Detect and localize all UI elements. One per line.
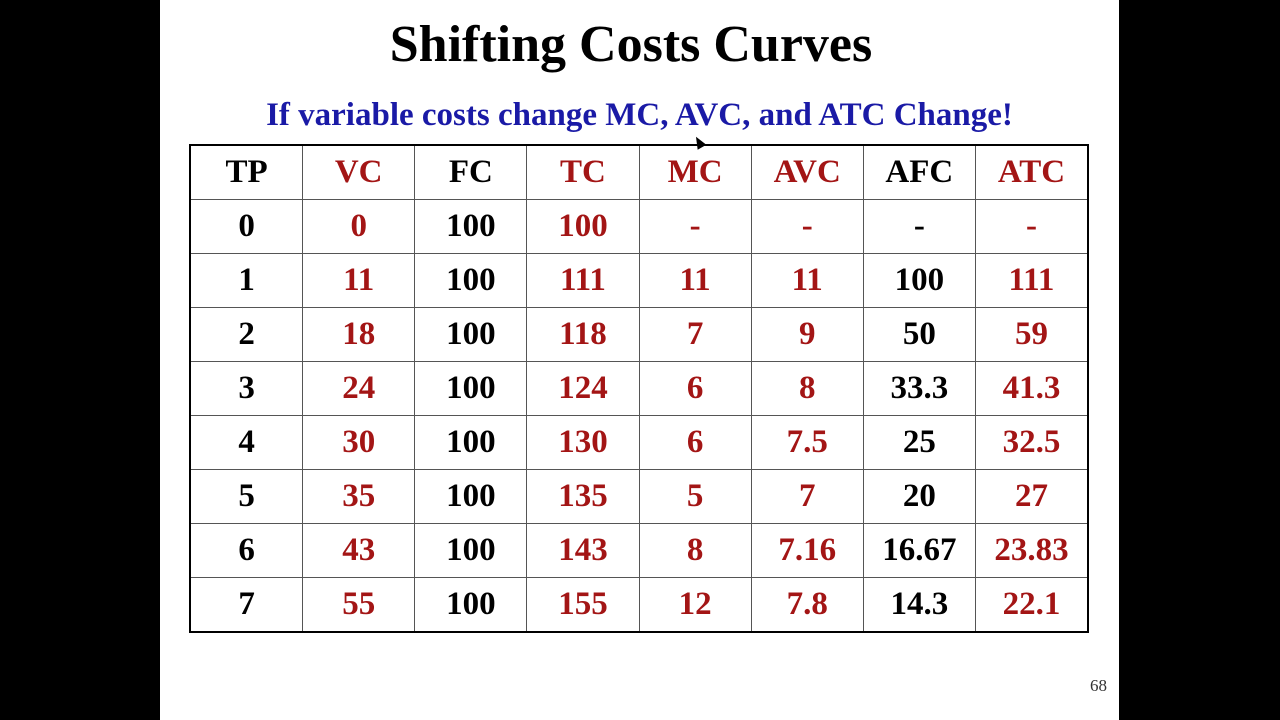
cell-tc: 124 — [526, 361, 640, 416]
header-fc: FC — [414, 145, 528, 200]
cell-avc: 7.5 — [750, 415, 864, 470]
cell-mc: 5 — [638, 469, 752, 524]
cell-afc: - — [862, 199, 976, 254]
cell-fc: 100 — [414, 361, 528, 416]
cell-tc: 130 — [526, 415, 640, 470]
cell-fc: 100 — [414, 199, 528, 254]
cell-afc: 14.3 — [862, 577, 976, 632]
cell-tc: 155 — [526, 577, 640, 632]
cell-vc: 30 — [302, 415, 416, 470]
cell-vc: 24 — [302, 361, 416, 416]
cell-avc: 7.8 — [750, 577, 864, 632]
table-header-row: TP VC FC TC MC AVC AFC ATC — [189, 145, 1089, 200]
cost-table: TP VC FC TC MC AVC AFC ATC 0 0 100 100- - - -1… — [189, 144, 1089, 633]
cell-tc: 118 — [526, 307, 640, 362]
header-vc: VC — [302, 145, 416, 200]
cell-avc: 11 — [750, 253, 864, 308]
cell-vc: 11 — [302, 253, 416, 308]
cell-afc: 25 — [862, 415, 976, 470]
cell-afc: 33.3 — [862, 361, 976, 416]
cell-atc: 23.83 — [974, 523, 1089, 578]
cell-fc: 100 — [414, 469, 528, 524]
cell-atc: 27 — [974, 469, 1089, 524]
cell-mc: 7 — [638, 307, 752, 362]
cell-avc: 8 — [750, 361, 864, 416]
cell-tc: 100 — [526, 199, 640, 254]
cell-fc: 100 — [414, 307, 528, 362]
cell-tc: 143 — [526, 523, 640, 578]
cell-vc: 43 — [302, 523, 416, 578]
table-row: 6 43 100 143 8 7.16 16.67 23.83 — [189, 523, 1089, 578]
header-avc: AVC — [750, 145, 864, 200]
cell-tp: 5 — [189, 469, 304, 524]
table-body: 0 0 100 100- - - -1 11 100 111 11 11 100 111 2 18 100 118… — [189, 199, 1089, 632]
table-row: 0 0 100 100- - - - — [189, 199, 1089, 254]
cell-avc: 7.16 — [750, 523, 864, 578]
header-afc: AFC — [862, 145, 976, 200]
cell-vc: 35 — [302, 469, 416, 524]
cell-tp: 4 — [189, 415, 304, 470]
cell-mc: 6 — [638, 415, 752, 470]
cell-avc: 9 — [750, 307, 864, 362]
cell-mc: 11 — [638, 253, 752, 308]
cell-mc: 6 — [638, 361, 752, 416]
cell-fc: 100 — [414, 253, 528, 308]
cell-vc: 55 — [302, 577, 416, 632]
cell-mc: - — [638, 199, 752, 254]
cell-vc: 18 — [302, 307, 416, 362]
cell-afc: 50 — [862, 307, 976, 362]
cell-tc: 135 — [526, 469, 640, 524]
cell-fc: 100 — [414, 577, 528, 632]
cell-avc: 7 — [750, 469, 864, 524]
cell-atc: 41.3 — [974, 361, 1089, 416]
cell-atc: - — [974, 199, 1089, 254]
cell-mc: 8 — [638, 523, 752, 578]
cell-tp: 2 — [189, 307, 304, 362]
table-row: 4 30 100 130 6 7.5 25 32.5 — [189, 415, 1089, 470]
slide-subtitle: If variable costs change MC, AVC, and AT… — [266, 97, 1013, 133]
table-row: 7 55 100 155 12 7.8 14.3 22.1 — [189, 577, 1089, 632]
slide-title: Shifting Costs Curves — [389, 16, 873, 73]
cell-tp: 1 — [189, 253, 304, 308]
table-row: 2 18 100 118 7 9 50 59 — [189, 307, 1089, 362]
cell-atc: 59 — [974, 307, 1089, 362]
cell-fc: 100 — [414, 523, 528, 578]
cell-avc: - — [750, 199, 864, 254]
cell-mc: 12 — [638, 577, 752, 632]
table-row: 5 35 100 135 5 7 20 27 — [189, 469, 1089, 524]
cell-tp: 3 — [189, 361, 304, 416]
header-tp: TP — [189, 145, 304, 200]
slide: Shifting Costs Curves If variable costs … — [160, 0, 1119, 720]
cell-fc: 100 — [414, 415, 528, 470]
cell-tp: 6 — [189, 523, 304, 578]
header-tc: TC — [526, 145, 640, 200]
table-row: 1 11 100 111 11 11 100 111 — [189, 253, 1089, 308]
cell-afc: 100 — [862, 253, 976, 308]
cell-tc: 111 — [526, 253, 640, 308]
cell-tp: 7 — [189, 577, 304, 632]
cell-afc: 16.67 — [862, 523, 976, 578]
cell-atc: 111 — [974, 253, 1089, 308]
cell-atc: 22.1 — [974, 577, 1089, 632]
header-mc: MC — [638, 145, 752, 200]
table-row: 3 24 100 124 6 8 33.3 41.3 — [189, 361, 1089, 416]
page-number: 68 — [1090, 676, 1107, 695]
cell-tp: 0 — [189, 199, 304, 254]
header-atc: ATC — [974, 145, 1089, 200]
cell-vc: 0 — [302, 199, 416, 254]
cell-atc: 32.5 — [974, 415, 1089, 470]
cell-afc: 20 — [862, 469, 976, 524]
